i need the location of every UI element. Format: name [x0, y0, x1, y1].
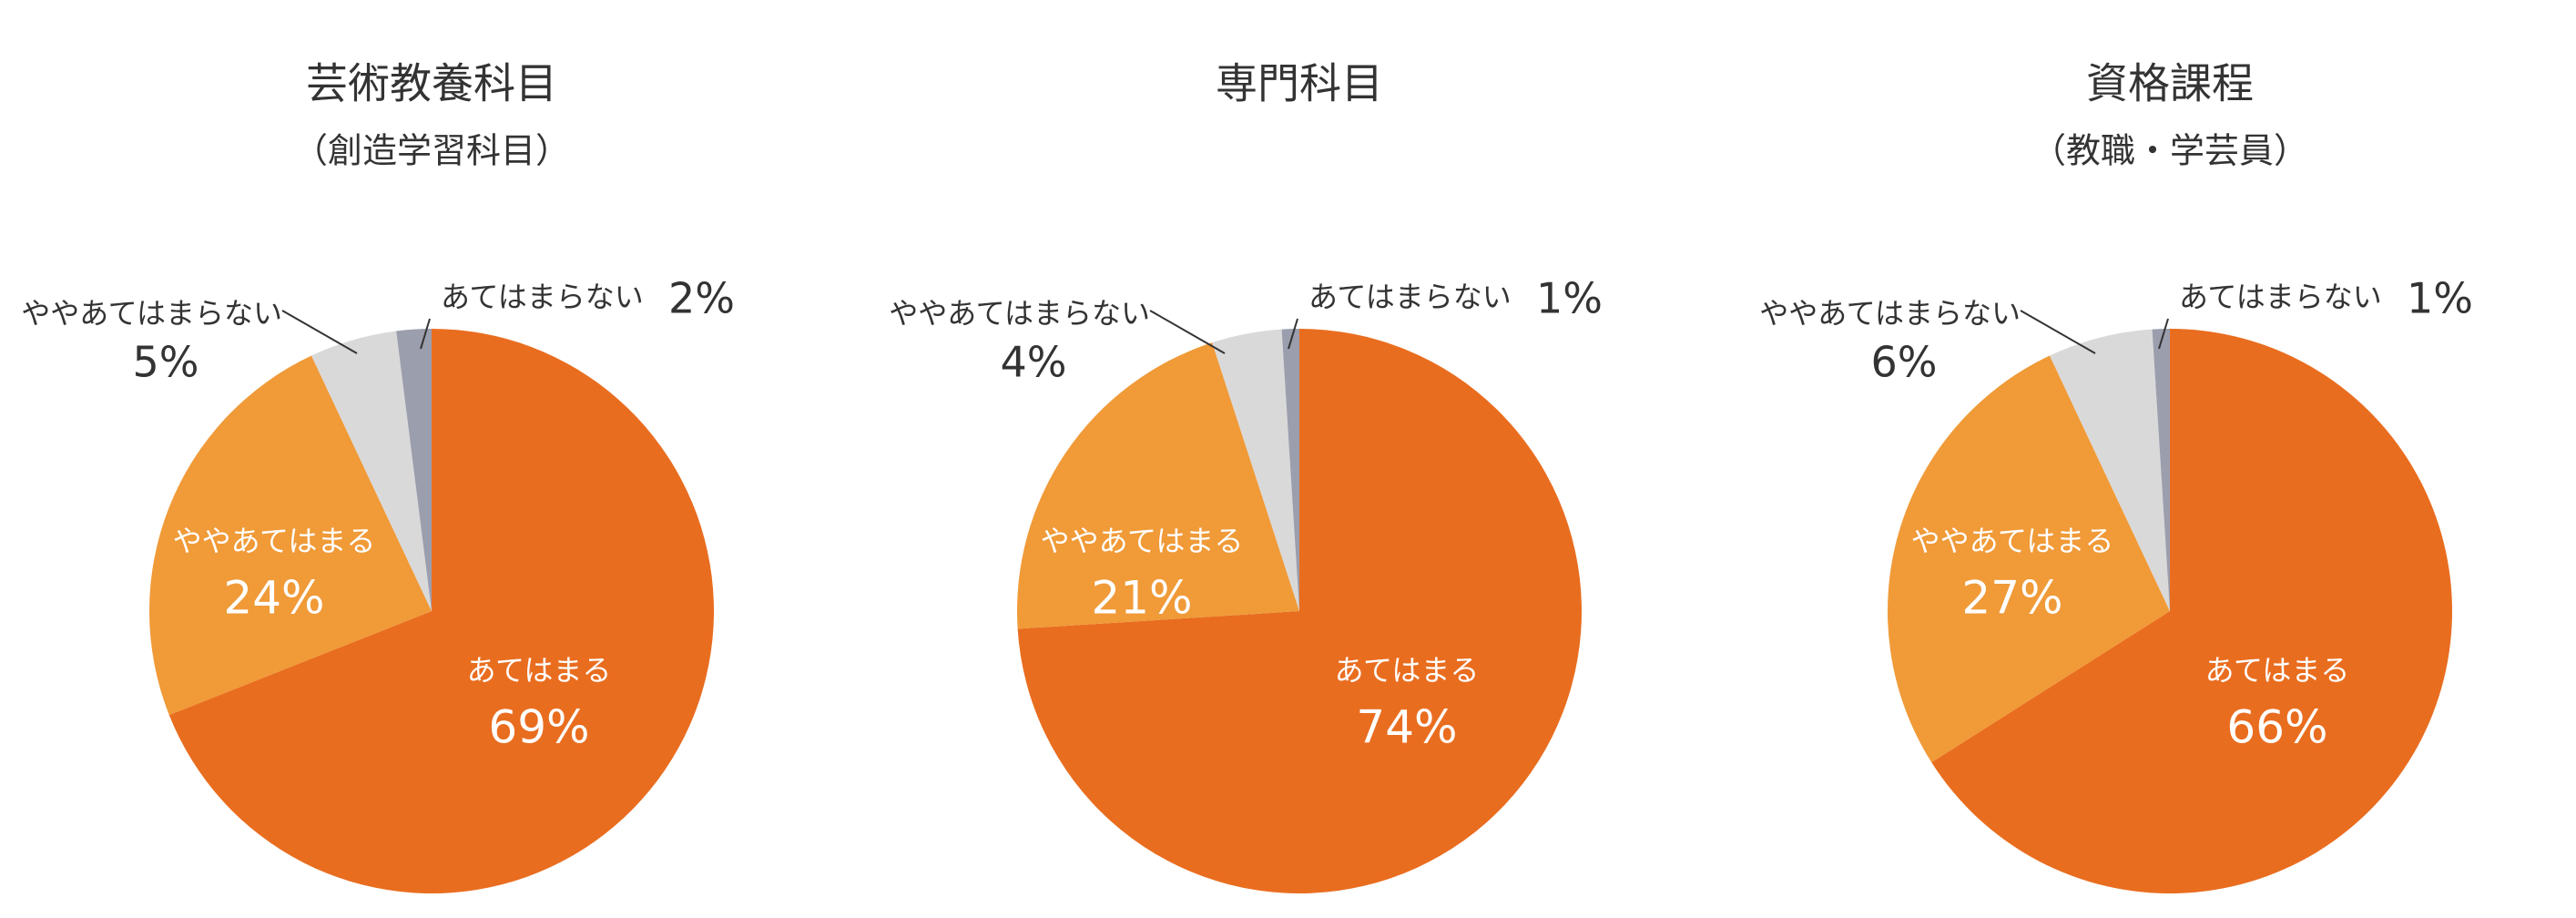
chart-title: 専門科目 — [1216, 59, 1383, 108]
leader-line — [2020, 310, 2096, 354]
pie-slice — [396, 329, 432, 611]
pie-slice — [149, 355, 432, 716]
slice-value: 1% — [1536, 274, 1603, 323]
chart-title: 資格課程 — [2086, 59, 2254, 108]
chart-subtitle: （教職・学芸員） — [2031, 131, 2308, 171]
slice-value: 2% — [668, 274, 735, 323]
chart-subtitle: （創造学習科目） — [293, 131, 570, 171]
slice-label: ややあてはまらない — [1759, 296, 2021, 331]
slice-label: あてはまる — [1335, 653, 1480, 688]
pie-slice — [1281, 329, 1299, 611]
slice-label: ややあてはまる — [173, 524, 376, 558]
slice-value: 27% — [1961, 572, 2062, 625]
slice-label: ややあてはまる — [1041, 524, 1244, 558]
pie-slice — [311, 331, 432, 611]
leader-line — [420, 318, 431, 350]
pie-slice — [1016, 342, 1299, 629]
pie-slice — [2152, 329, 2170, 611]
slice-value: 21% — [1091, 572, 1192, 625]
slice-value: 5% — [133, 338, 199, 387]
chart-title: 芸術教養科目 — [306, 59, 557, 108]
pie-slice — [1931, 329, 2452, 894]
slice-value: 1% — [2407, 274, 2473, 323]
slice-label: あてはまる — [2205, 653, 2350, 688]
pie-slice — [168, 329, 714, 894]
pie-slice — [1887, 355, 2170, 763]
leader-line — [2158, 318, 2169, 350]
slice-label: ややあてはまらない — [21, 296, 282, 331]
leader-line — [1149, 310, 1226, 354]
slice-value: 24% — [223, 572, 324, 625]
slice-label: ややあてはまらない — [889, 296, 1150, 331]
slice-label: あてはまらない — [2179, 280, 2382, 314]
pie-slice — [1017, 329, 1582, 894]
pie-slice — [1212, 329, 1299, 611]
slice-value: 66% — [2226, 701, 2327, 754]
slice-label: ややあてはまる — [1911, 524, 2114, 558]
slice-value: 6% — [1871, 338, 1938, 387]
slice-label: あてはまらない — [1308, 280, 1512, 314]
slice-value: 74% — [1356, 701, 1457, 754]
leader-line — [281, 310, 358, 354]
leader-line — [1288, 318, 1298, 350]
slice-label: あてはまらない — [441, 280, 644, 314]
slice-value: 69% — [488, 701, 589, 754]
slice-label: あてはまる — [467, 653, 612, 688]
pie-slice — [2050, 329, 2170, 611]
slice-value: 4% — [1001, 338, 1067, 387]
